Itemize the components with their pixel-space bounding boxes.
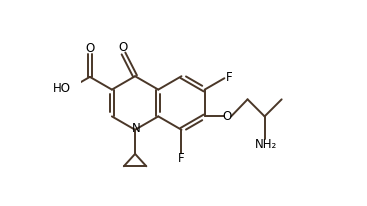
Text: HO: HO <box>53 82 71 95</box>
Text: O: O <box>119 41 128 54</box>
Text: F: F <box>178 152 185 165</box>
Text: N: N <box>132 122 141 136</box>
Text: O: O <box>223 110 232 123</box>
Text: O: O <box>85 42 94 55</box>
Text: F: F <box>226 71 232 84</box>
Text: NH₂: NH₂ <box>255 138 277 151</box>
